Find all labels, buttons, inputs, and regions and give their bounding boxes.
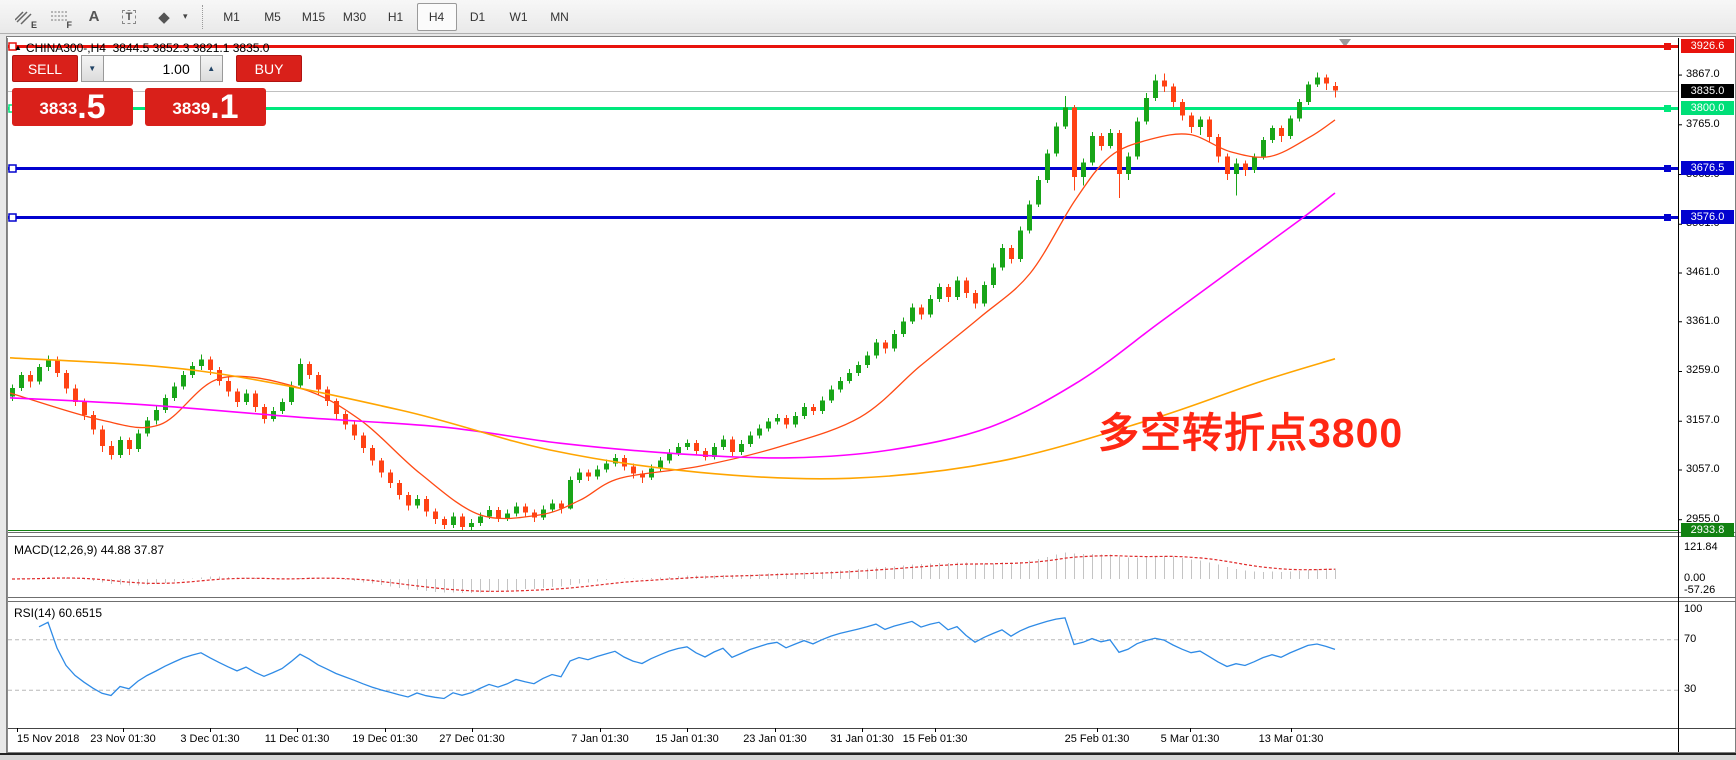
chart-header: ▲ CHINA300-,H4 3844.5 3852.3 3821.1 3835.…: [14, 41, 269, 55]
price-tick-3157.0: 3157.0: [1686, 414, 1720, 427]
price-badge-3576.0: 3576.0: [1681, 209, 1734, 224]
macd-signal-line: [11, 554, 1336, 592]
timeframe-button-H1[interactable]: H1: [387, 9, 404, 24]
rsi-scale-30: 30: [1684, 683, 1697, 696]
date-label: 31 Jan 01:30: [830, 733, 894, 745]
timeframe-button-M30[interactable]: M30: [342, 9, 367, 24]
date-label: 25 Feb 01:30: [1064, 733, 1130, 745]
date-label: 19 Dec 01:30: [352, 733, 418, 745]
date-label: 11 Dec 01:30: [264, 733, 330, 745]
price-tick-2955.0: 2955.0: [1686, 512, 1720, 525]
date-label: 13 Mar 01:30: [1258, 733, 1324, 745]
volume-input[interactable]: [103, 55, 200, 82]
toolbar: E F A T ◆ ▾ M1 M5 M15 M30 H1 H4 D1 W1 MN: [0, 0, 1736, 34]
date-label: 23 Nov 01:30: [90, 733, 156, 745]
triangle-up-icon: ▲: [14, 43, 22, 52]
macd-scale-121.84: 121.84: [1684, 541, 1718, 553]
price-tick-3461.0: 3461.0: [1686, 266, 1720, 278]
date-label: 15 Jan 01:30: [655, 733, 719, 745]
last-bar-marker-icon: [1339, 39, 1351, 47]
ohlc-values: 3844.5 3852.3 3821.1 3835.0: [112, 41, 270, 55]
price-tick-3259.0: 3259.0: [1686, 364, 1720, 377]
label-tool-icon[interactable]: T: [113, 3, 145, 31]
price-badge-3835.0: 3835.0: [1681, 83, 1734, 98]
rsi-scale-100: 100: [1684, 603, 1703, 615]
timeframe-button-D1[interactable]: D1: [469, 9, 486, 24]
moving-average-slow: [9, 357, 1336, 480]
timeframe-button-W1[interactable]: W1: [509, 9, 528, 24]
macd-scale-0.00: 0.00: [1684, 572, 1706, 584]
window-bottom-border: [0, 753, 1736, 760]
macd-histogram: [21, 552, 1336, 593]
candles: [10, 72, 1338, 531]
fibonacci-tool-icon[interactable]: F: [51, 11, 72, 30]
rsi-label: RSI(14) 60.6515: [14, 606, 103, 620]
date-label: 15 Nov 2018: [17, 733, 80, 745]
annotation-text: 多空转折点3800: [1098, 410, 1404, 456]
price-badge-3926.6: 3926.6: [1681, 39, 1734, 53]
chevron-down-icon[interactable]: ▾: [183, 11, 188, 21]
timeframe-button-MN[interactable]: MN: [550, 9, 569, 24]
volume-increase-button[interactable]: ▲: [199, 55, 223, 82]
instrument-title: CHINA300-,H4: [25, 41, 106, 55]
drawing-tools: E F A T ◆: [8, 3, 183, 31]
timeframe-button-H4[interactable]: H4: [416, 2, 457, 31]
timeframe-buttons: M1 M5 M15 M30 H1 H4 D1 W1 MN: [212, 2, 581, 31]
ask-price[interactable]: 3839.1: [145, 88, 266, 126]
sell-button[interactable]: SELL: [12, 55, 78, 82]
chart-window: [6, 36, 1736, 753]
equidistant-channel-tool-icon[interactable]: E: [8, 3, 40, 31]
toolbar-separator: [201, 4, 204, 29]
price-tick-3057.0: 3057.0: [1686, 462, 1720, 475]
rsi-line: [38, 617, 1336, 700]
moving-average-fast: [9, 119, 1336, 520]
buy-button[interactable]: BUY: [236, 55, 302, 82]
macd-label: MACD(12,26,9) 44.88 37.87: [14, 543, 165, 557]
volume-decrease-button[interactable]: ▼: [80, 55, 104, 82]
price-tick-3361.0: 3361.0: [1686, 314, 1720, 327]
timeframe-button-M15[interactable]: M15: [301, 9, 326, 24]
moving-average-mid: [9, 192, 1336, 459]
date-label: 27 Dec 01:30: [439, 733, 505, 745]
timeframe-button-M5[interactable]: M5: [264, 9, 281, 24]
price-tick-3867.0: 3867.0: [1686, 68, 1720, 81]
date-label: 7 Jan 01:30: [571, 733, 629, 745]
one-click-trade-panel: SELL ▼ ▲ BUY 3833.5 3839.1: [12, 55, 302, 126]
price-tick-3765.0: 3765.0: [1686, 117, 1720, 130]
date-label: 3 Dec 01:30: [180, 733, 240, 745]
rsi-scale-70: 70: [1684, 632, 1697, 645]
timeframe-button-M1[interactable]: M1: [223, 9, 240, 24]
bid-price[interactable]: 3833.5: [12, 88, 133, 126]
text-tool-icon[interactable]: A: [88, 8, 100, 25]
price-badge-2933.8: 2933.8: [1681, 523, 1734, 538]
shapes-tool-icon[interactable]: ◆: [158, 8, 170, 26]
price-badge-3676.5: 3676.5: [1681, 160, 1734, 175]
date-label: 15 Feb 01:30: [902, 733, 968, 745]
date-label: 5 Mar 01:30: [1160, 733, 1220, 745]
price-badge-3800.0: 3800.0: [1681, 100, 1734, 115]
macd-scale--57.26: -57.26: [1684, 584, 1716, 596]
date-label: 23 Jan 01:30: [743, 733, 807, 745]
